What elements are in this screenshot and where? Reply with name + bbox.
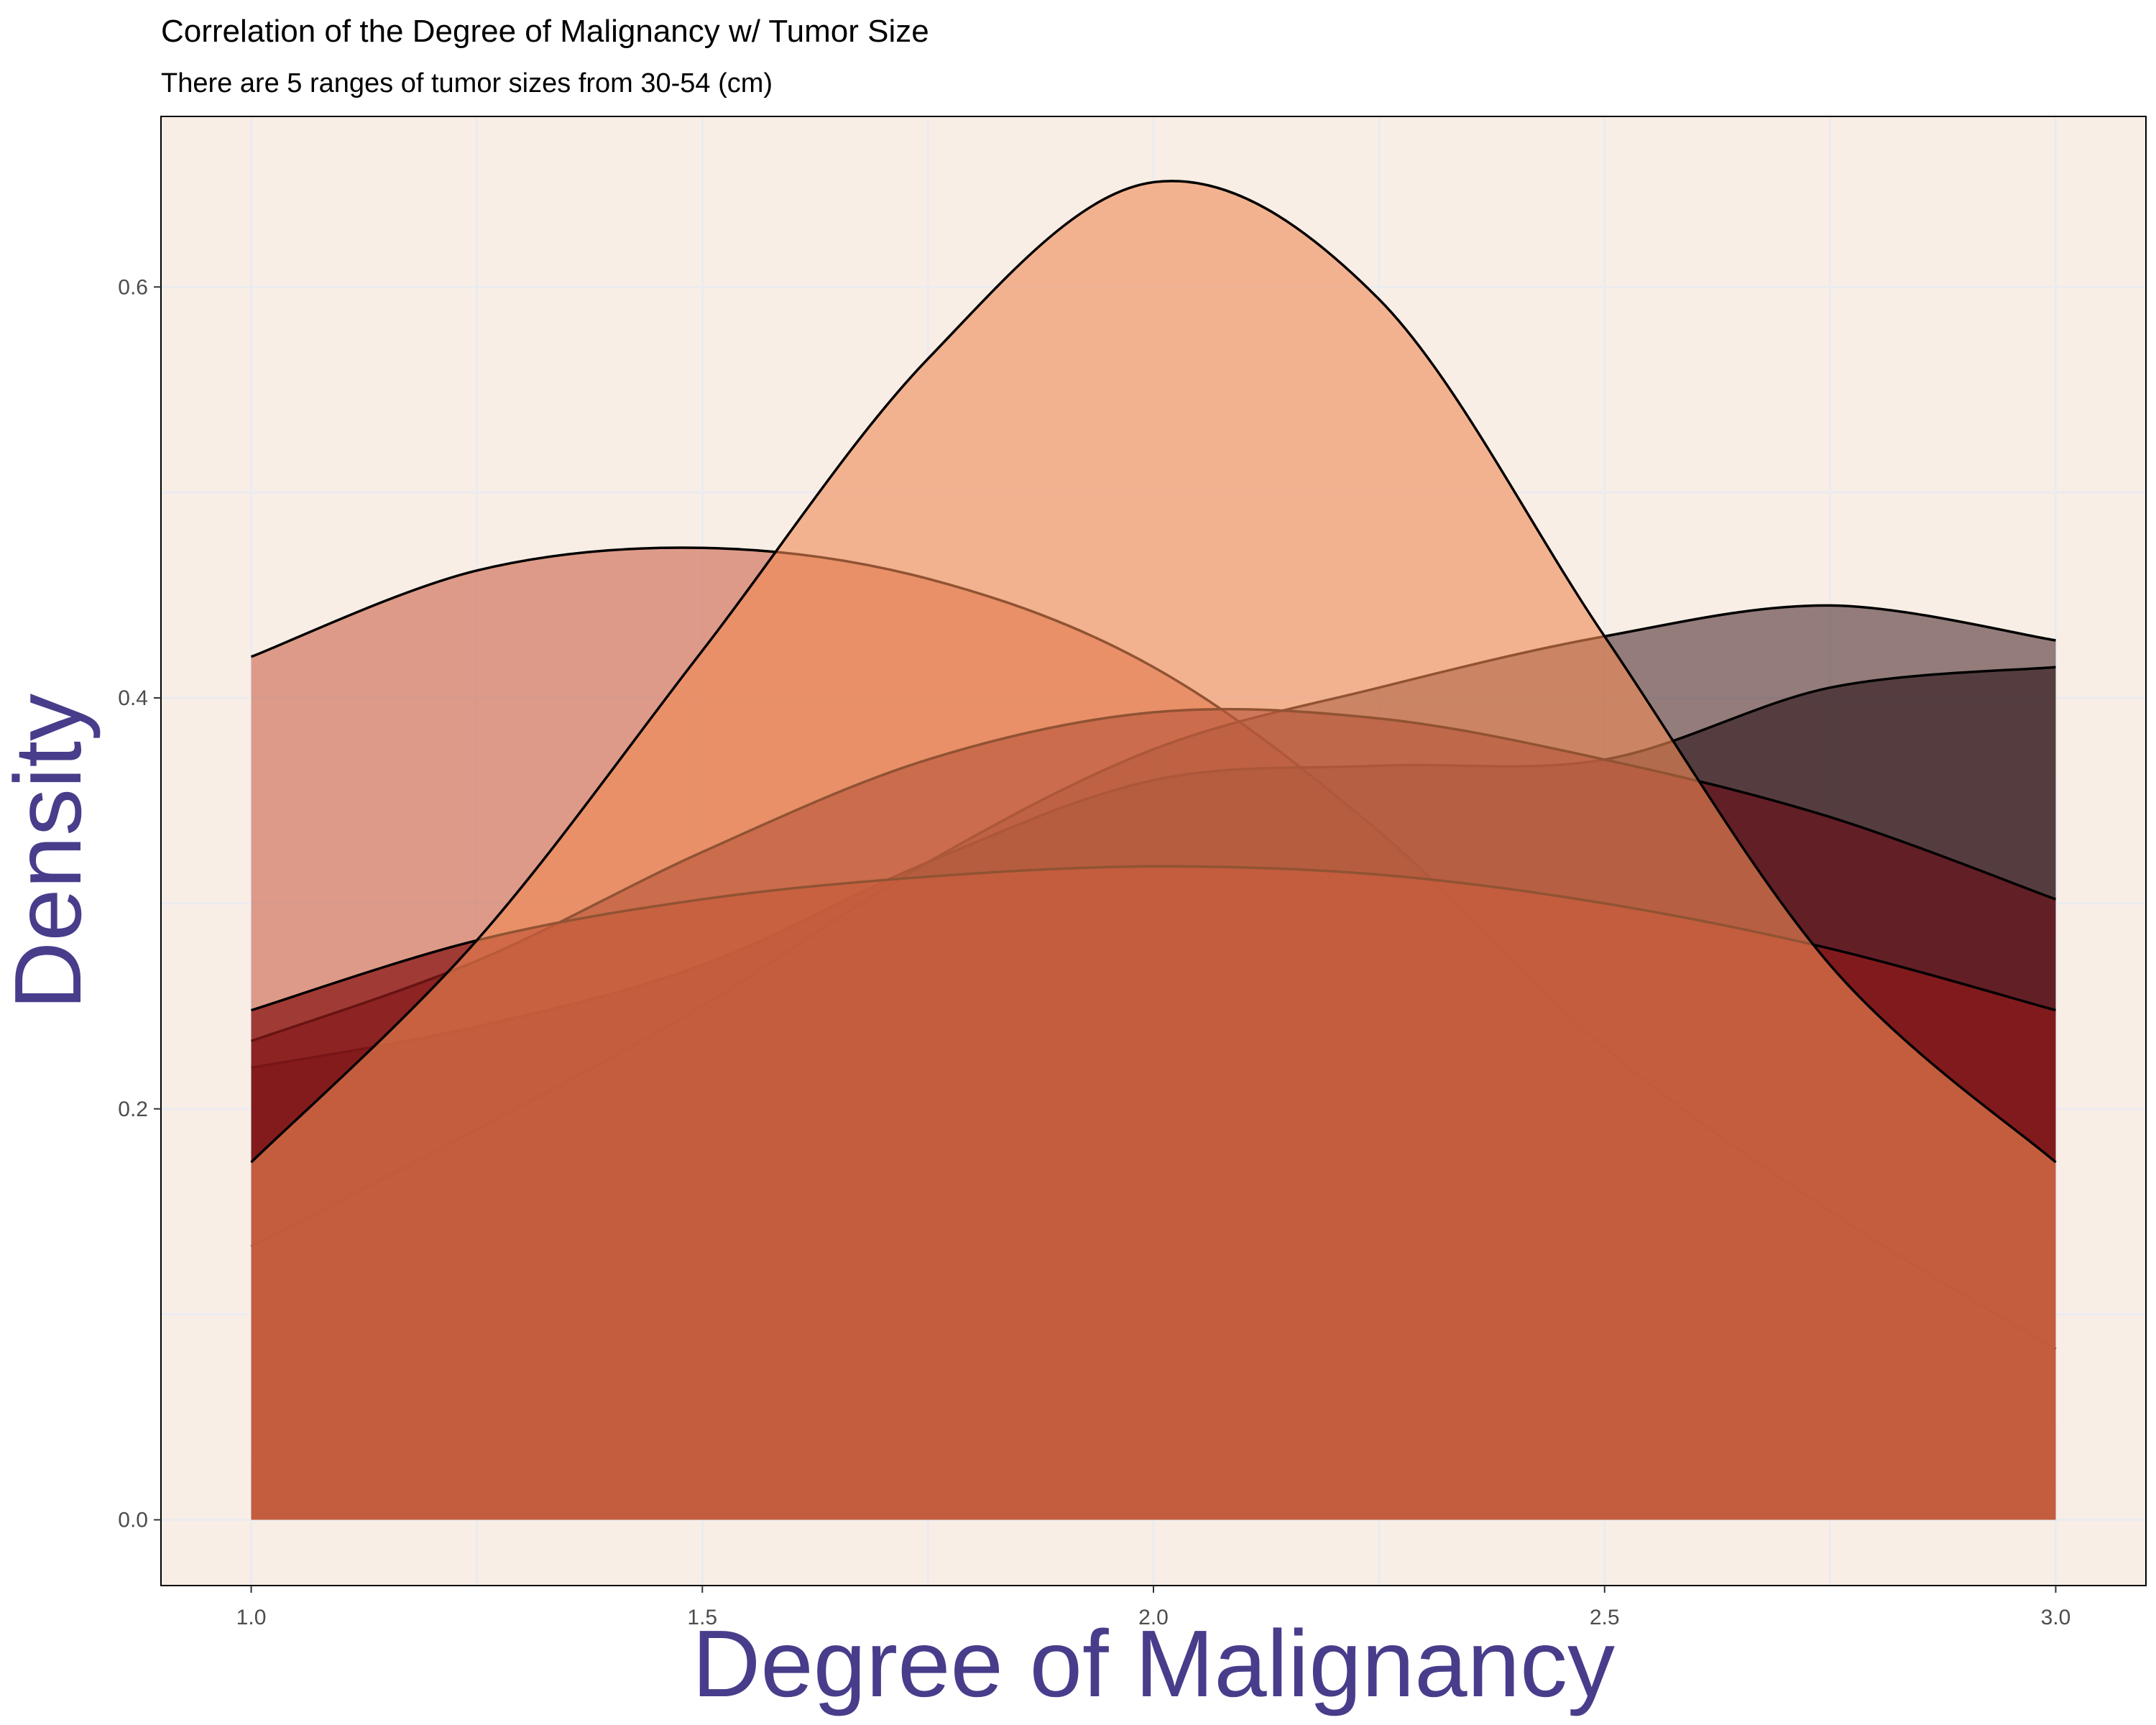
chart-title: Correlation of the Degree of Malignancy …: [161, 14, 929, 49]
x-axis-ticks: 1.0 1.5 2.0 2.5 3.0: [236, 1586, 2071, 1629]
x-tick-label: 2.0: [1138, 1606, 1169, 1629]
x-tick-label: 2.5: [1590, 1606, 1620, 1629]
x-tick-label: 3.0: [2041, 1606, 2071, 1629]
x-tick-label: 1.0: [236, 1606, 267, 1629]
density-area-6: [251, 180, 2056, 1520]
density-curve-6: [250, 180, 2057, 1164]
y-tick-label: 0.6: [118, 275, 148, 299]
y-axis-ticks: 0.0 0.2 0.4 0.6: [118, 275, 161, 1532]
x-axis-title: Degree of Malignancy: [692, 1611, 1615, 1716]
y-tick-label: 0.4: [118, 686, 148, 710]
y-tick-label: 0.2: [118, 1098, 148, 1121]
y-axis-title: Density: [0, 694, 101, 1010]
y-tick-label: 0.0: [118, 1509, 148, 1532]
chart-subtitle: There are 5 ranges of tumor sizes from 3…: [161, 68, 773, 98]
density-series-group: [250, 180, 2057, 1520]
x-tick-label: 1.5: [687, 1606, 717, 1629]
